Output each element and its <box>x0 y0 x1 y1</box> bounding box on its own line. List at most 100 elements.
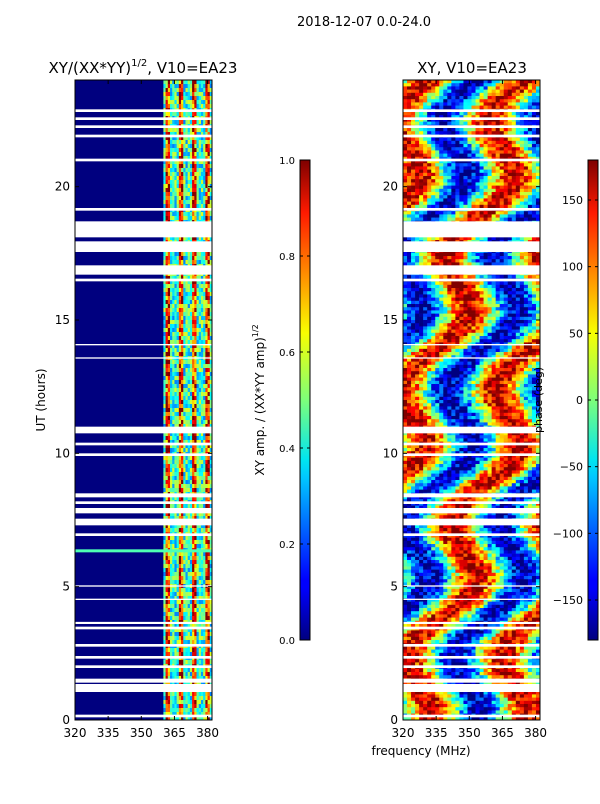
right-heat-cell <box>407 416 411 420</box>
left-heat-cell <box>179 200 182 204</box>
left-heat-cell <box>190 256 193 260</box>
right-heat-cell <box>423 403 427 407</box>
left-heat-cell <box>192 384 195 388</box>
left-heat-cell <box>197 380 200 384</box>
left-heat-cell <box>185 648 188 652</box>
left-heat-cell <box>170 304 173 308</box>
left-heat-cell <box>163 336 166 340</box>
left-heat-cell <box>188 284 191 288</box>
right-heat-cell <box>419 694 423 698</box>
left-heat-cell <box>185 456 188 460</box>
left-heat-cell <box>205 188 208 192</box>
left-heat-cell <box>163 616 166 620</box>
left-heat-cell <box>208 260 211 264</box>
left-heat-cell <box>194 120 197 124</box>
right-heat-cell <box>415 205 419 209</box>
left-heat-cell <box>205 216 208 220</box>
left-heat-cell <box>166 604 169 608</box>
right-heat-cell <box>407 154 411 158</box>
left-heat-cell <box>205 384 208 388</box>
left-heat-cell <box>168 704 171 708</box>
left-heat-cell <box>183 400 186 404</box>
left-heat-cell <box>199 588 202 592</box>
left-heat-cell <box>181 252 184 256</box>
right-heat-cell <box>415 298 419 302</box>
left-heat-cell <box>185 320 188 324</box>
left-heat-cell <box>166 404 169 408</box>
left-heat-cell <box>197 316 200 320</box>
left-heat-cell <box>168 468 171 472</box>
right-heat-cell <box>427 256 431 260</box>
left-heat-cell <box>192 368 195 372</box>
left-heat-cell <box>185 468 188 472</box>
left-heat-cell <box>203 380 206 384</box>
left-heat-cell <box>208 128 211 132</box>
right-heat-cell <box>427 202 431 206</box>
right-heat-cell <box>403 416 407 420</box>
left-heat-cell <box>197 120 200 124</box>
right-heat-cell <box>411 349 415 353</box>
left-heat-cell <box>205 612 208 616</box>
left-heat-cell <box>179 616 182 620</box>
left-heat-cell <box>188 84 191 88</box>
right-heat-cell <box>415 707 419 711</box>
left-heat-cell <box>185 612 188 616</box>
right-heat-cell <box>411 179 415 183</box>
left-heat-cell <box>170 380 173 384</box>
left-heat-cell <box>190 420 193 424</box>
left-heat-cell <box>199 256 202 260</box>
right-heat-cell <box>423 438 427 442</box>
left-heat-cell <box>203 336 206 340</box>
left-heat-cell <box>170 488 173 492</box>
left-heat-cell <box>166 172 169 176</box>
left-heat-cell <box>166 412 169 416</box>
right-heat-cell <box>403 202 407 206</box>
left-heat-cell <box>194 296 197 300</box>
left-heat-cell <box>199 316 202 320</box>
right-heat-cell <box>415 202 419 206</box>
left-heat-cell <box>203 572 206 576</box>
left-heat-cell <box>194 196 197 200</box>
right-heat-cell <box>415 550 419 554</box>
left-heat-cell <box>177 296 180 300</box>
right-heat-cell <box>403 176 407 180</box>
left-heat-cell <box>197 568 200 572</box>
left-heat-cell <box>208 692 211 696</box>
left-heat-cell <box>190 476 193 480</box>
left-heat-cell <box>166 580 169 584</box>
left-heat-cell <box>174 172 177 176</box>
right-heat-cell <box>415 486 419 490</box>
left-heat-cell <box>208 652 211 656</box>
left-heat-cell <box>203 112 206 116</box>
left-heat-cell <box>190 388 193 392</box>
left-heat-cell <box>177 144 180 148</box>
left-heat-cell <box>179 364 182 368</box>
left-heat-cell <box>174 464 177 468</box>
left-heat-cell <box>170 456 173 460</box>
right-heat-cell <box>411 336 415 340</box>
left-heat-cell <box>188 388 191 392</box>
left-heat-cell <box>172 692 175 696</box>
left-heat-cell <box>179 612 182 616</box>
right-heat-cell <box>411 294 415 298</box>
left-heat-cell <box>181 412 184 416</box>
left-heat-cell <box>172 648 175 652</box>
right-heat-cell <box>423 371 427 375</box>
left-heat-cell <box>181 504 184 508</box>
right-heat-cell <box>403 698 407 702</box>
left-heat-cell <box>168 316 171 320</box>
left-heat-cell <box>197 96 200 100</box>
left-heat-cell <box>205 552 208 556</box>
left-heat-cell <box>163 300 166 304</box>
left-heat-cell <box>177 92 180 96</box>
right-heat-cell <box>415 314 419 318</box>
left-heat-gap <box>75 493 212 497</box>
left-heat-cell <box>170 200 173 204</box>
right-heat-cell <box>427 147 431 151</box>
left-heat-cell <box>177 384 180 388</box>
left-heat-cell <box>163 308 166 312</box>
left-heat-cell <box>177 360 180 364</box>
left-heat-cell <box>201 480 204 484</box>
left-heat-cell <box>190 696 193 700</box>
left-heat-cell <box>208 616 211 620</box>
